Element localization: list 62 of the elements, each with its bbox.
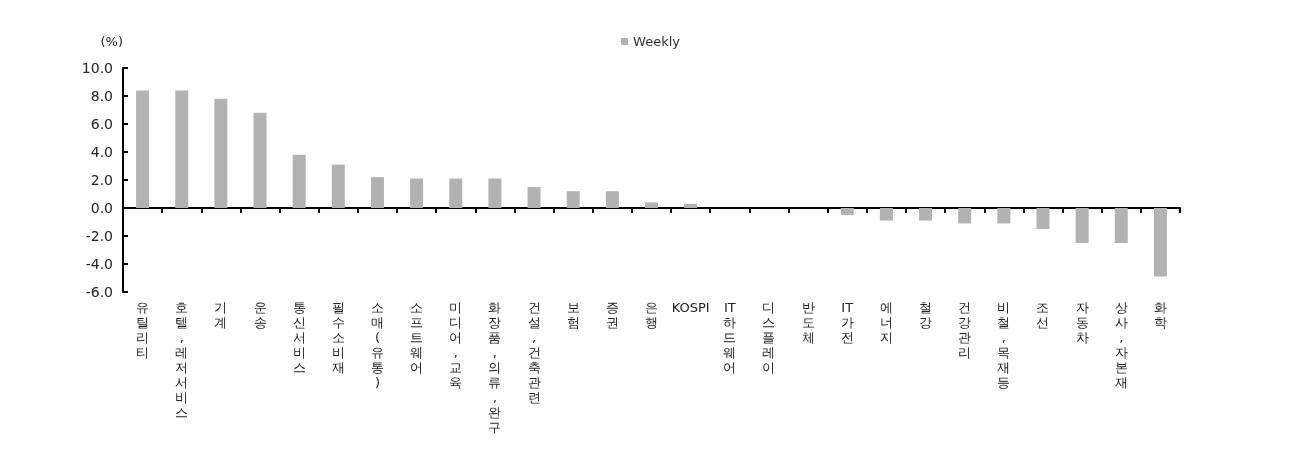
bar: [449, 178, 463, 208]
x-tick-label: 건설,건축관련: [527, 300, 541, 405]
category-label: 화장품,의류,완구: [488, 300, 502, 435]
y-tick-label: -2.0: [85, 228, 113, 244]
bar: [1153, 208, 1167, 277]
bar: [370, 177, 384, 208]
bar: [136, 90, 150, 208]
bar: [527, 187, 541, 208]
bar: [605, 191, 619, 208]
x-tick-label: 디스플레이: [762, 300, 776, 375]
y-axis-title: (%): [100, 34, 123, 49]
x-tick-label: 상사,자본재: [1114, 300, 1128, 390]
bar: [566, 191, 580, 208]
x-tick-label: 에너지: [879, 300, 893, 345]
y-tick-label: -4.0: [85, 256, 113, 272]
x-tick-label: 통신서비스: [292, 300, 306, 375]
y-tick-label: 10.0: [81, 60, 113, 76]
y-tick-label: 8.0: [90, 88, 113, 104]
bar: [488, 178, 502, 208]
x-tick-label: 반도체: [801, 300, 815, 345]
x-tick-label: KOSPI: [671, 300, 710, 315]
y-tick-label: 0.0: [90, 200, 113, 216]
x-tick-label: 필수소비재: [331, 300, 345, 375]
bar: [840, 208, 854, 215]
bar: [645, 202, 658, 208]
bar: [331, 164, 345, 208]
x-tick-label: 소프트웨어: [410, 300, 424, 375]
bar: [1114, 208, 1128, 243]
x-tick-label: 증권: [605, 300, 619, 330]
x-tick-label: 호텔,레저서비스: [175, 300, 189, 420]
bar: [919, 208, 933, 221]
bar: [684, 203, 698, 208]
legend-label: Weekly: [633, 34, 681, 49]
x-tick-label: 유틸리티: [136, 300, 150, 360]
x-tick-label: 소매(유통): [370, 300, 384, 390]
x-tick-label: 은행: [645, 300, 658, 330]
y-tick-label: 4.0: [90, 144, 113, 160]
bar: [410, 178, 424, 208]
x-tick-label: 미디어,교육: [449, 300, 463, 390]
y-tick-label: 6.0: [90, 116, 113, 132]
bar: [958, 208, 972, 224]
x-tick-label: 조선: [1036, 300, 1050, 330]
x-tick-label: IT하드웨어: [723, 300, 737, 375]
bar: [1075, 208, 1089, 243]
bar: [1036, 208, 1050, 229]
y-tick-label: -6.0: [85, 284, 113, 300]
bar: [292, 154, 306, 208]
x-tick-label: 자동차: [1075, 300, 1089, 345]
bar: [253, 112, 267, 208]
x-tick-label: IT가전: [840, 300, 854, 345]
bar: [997, 208, 1011, 224]
y-tick-label: 2.0: [90, 172, 113, 188]
bar: [175, 90, 189, 208]
x-tick-label: 기계: [214, 300, 228, 330]
x-tick-label: 운송: [253, 300, 267, 330]
bar: [879, 208, 893, 221]
x-tick-label: 화학: [1153, 300, 1167, 330]
x-tick-label: 건강관리: [958, 300, 972, 360]
x-tick-label: 비철,목재등: [997, 300, 1011, 390]
x-tick-label: 보험: [566, 300, 580, 330]
bar: [214, 98, 228, 208]
x-tick-label: 철강: [919, 300, 933, 330]
